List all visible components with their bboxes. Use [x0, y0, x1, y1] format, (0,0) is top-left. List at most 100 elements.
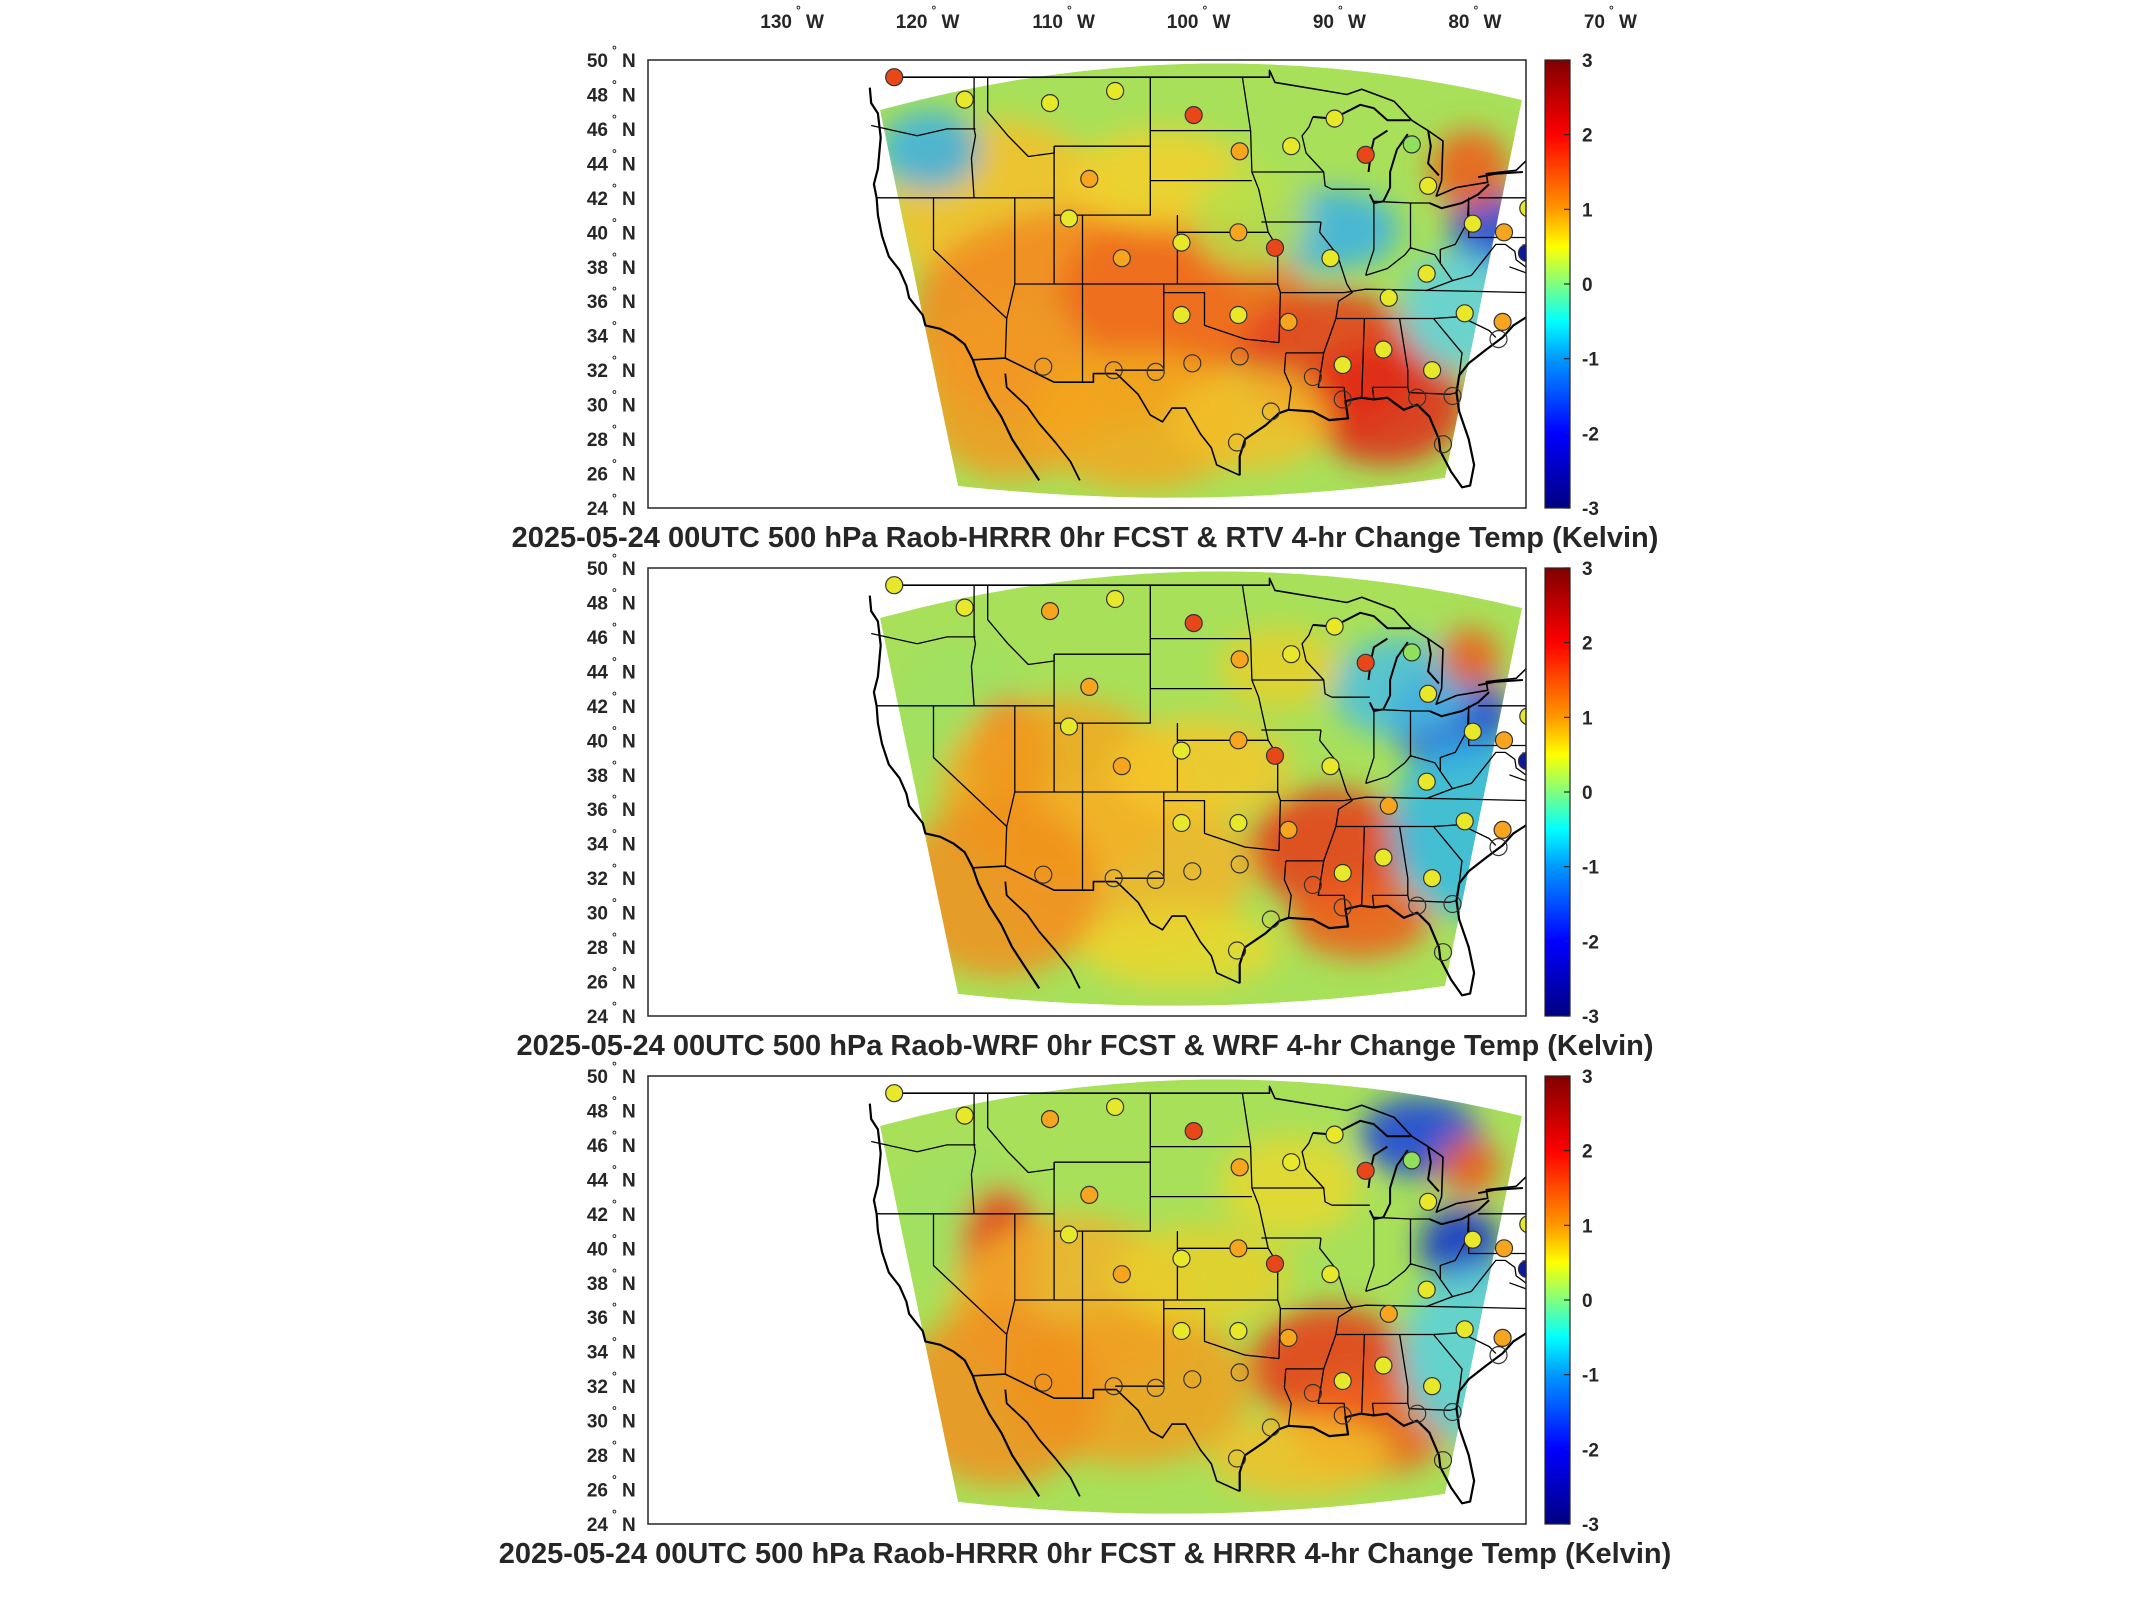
raob-station	[1080, 677, 1099, 697]
raob-station	[1265, 238, 1285, 257]
coastline-west	[868, 87, 974, 361]
lat-tick-degree: 48	[587, 593, 608, 614]
raob-station	[1172, 1321, 1191, 1341]
great-lakes-shore	[1478, 1187, 1523, 1195]
coastline-baja	[971, 359, 1041, 482]
raob-station	[1104, 361, 1123, 380]
state-boundary	[871, 632, 976, 645]
state-boundary	[871, 1140, 976, 1153]
degree-symbol: °	[612, 457, 617, 471]
raob-station	[1282, 645, 1301, 664]
degree-symbol: °	[932, 3, 937, 17]
raob-station	[1494, 1239, 1514, 1258]
colorbar-tick-label: 3	[1582, 51, 1593, 72]
great-lakes-shore	[1429, 1199, 1490, 1226]
colorbar-tick-label: -3	[1582, 1007, 1599, 1028]
raob-station	[1417, 264, 1436, 283]
panel-title: 2025-05-24 00UTC 500 hPa Raob-WRF 0hr FC…	[516, 1030, 1653, 1062]
latitude-tick-labels: 50°N48°N46°N44°N42°N40°N38°N36°N34°N32°N…	[587, 1059, 636, 1536]
raob-station	[1265, 746, 1285, 765]
field-blob	[1080, 908, 1280, 988]
raob-station	[1519, 707, 1526, 726]
state-boundary	[1566, 651, 1596, 694]
lat-tick-degree: 26	[587, 465, 608, 486]
raob-station	[1040, 93, 1060, 113]
lon-tick: 110 ° W	[1032, 3, 1095, 33]
lon-tick: 90 ° W	[1313, 3, 1366, 33]
border-canada	[890, 577, 1526, 705]
lon-tick-degree: 80	[1448, 12, 1469, 33]
state-boundary	[1335, 824, 1461, 828]
raob-station	[1146, 1378, 1165, 1398]
raob-station	[1184, 1121, 1203, 1141]
state-boundary	[1439, 705, 1470, 772]
state-boundary	[1365, 709, 1375, 784]
state-boundary	[1361, 1334, 1366, 1414]
degree-symbol: °	[612, 585, 617, 599]
lat-tick-degree: 28	[587, 430, 608, 451]
lat-tick: 26 ° N	[587, 965, 636, 994]
raob-station	[1040, 601, 1060, 621]
raob-station	[1455, 1320, 1474, 1339]
raob-station	[1333, 355, 1352, 375]
lat-tick-hemisphere: N	[622, 1343, 636, 1364]
state-boundary	[1478, 705, 1526, 707]
lat-tick: 34° N	[587, 1335, 636, 1364]
raob-station	[1408, 1404, 1427, 1423]
lat-tick-degree: 42	[587, 1205, 608, 1226]
coastline-gulf-of-california	[1004, 373, 1081, 481]
raob-station	[1356, 1161, 1375, 1180]
raob-station	[1080, 1185, 1099, 1205]
state-boundary	[970, 1093, 977, 1214]
lat-tick-degree: 34	[587, 1343, 609, 1364]
raob-station	[1374, 340, 1393, 359]
state-boundary	[1163, 799, 1280, 852]
raob-station	[1356, 653, 1375, 672]
state-boundary	[987, 1092, 1151, 1163]
raob-station	[955, 1106, 974, 1125]
raob-station	[1433, 435, 1453, 454]
field-blob	[1190, 170, 1310, 270]
lat-tick-degree: 46	[587, 1136, 608, 1157]
state-boundary	[1460, 1332, 1497, 1354]
degree-symbol: °	[612, 930, 617, 944]
state-boundary	[970, 585, 977, 706]
field-blob	[1440, 1136, 1500, 1196]
lat-tick-degree: 32	[587, 869, 608, 890]
lat-tick-hemisphere: N	[622, 499, 636, 520]
raob-station	[1261, 910, 1281, 929]
raob-station	[1112, 249, 1131, 268]
raob-station	[1172, 1249, 1191, 1268]
degree-symbol: °	[612, 1266, 617, 1280]
raob-station	[1356, 145, 1375, 164]
colorbar-tick-label: 3	[1582, 1067, 1593, 1088]
state-boundary	[1596, 651, 1601, 687]
lat-tick-degree: 46	[587, 120, 608, 141]
great-lakes-shore	[1478, 679, 1523, 687]
state-boundary	[1361, 826, 1366, 906]
lat-tick: 48 ° N	[587, 1093, 636, 1122]
lat-tick-hemisphere: N	[622, 1101, 636, 1122]
great-lakes-shore	[1429, 691, 1490, 718]
raob-station	[1493, 312, 1512, 331]
lat-tick-degree: 30	[587, 1412, 608, 1433]
lon-tick: 130 ° W	[760, 3, 824, 33]
degree-symbol: °	[612, 181, 617, 195]
lat-tick-hemisphere: N	[622, 1007, 636, 1028]
state-boundary	[1319, 221, 1353, 354]
map-frame	[647, 59, 1527, 509]
state-boundary	[1285, 1368, 1347, 1418]
colorbar-tick-label: 0	[1582, 1291, 1593, 1312]
temperature-field	[880, 571, 1522, 1006]
raob-station	[1059, 717, 1079, 736]
coastline-st-lawrence	[1577, 74, 1672, 112]
colorbar-tick-label: 3	[1582, 559, 1593, 580]
raob-station	[1422, 361, 1442, 380]
degree-symbol: °	[1338, 3, 1343, 17]
raob-station	[1230, 347, 1249, 366]
coastline-gulf-of-california	[1004, 1389, 1081, 1497]
panel-title: 2025-05-24 00UTC 500 hPa Raob-HRRR 0hr F…	[512, 522, 1659, 554]
lon-tick: 100 ° W	[1167, 3, 1231, 33]
state-boundary	[1361, 318, 1366, 398]
lat-tick-hemisphere: N	[622, 223, 636, 244]
